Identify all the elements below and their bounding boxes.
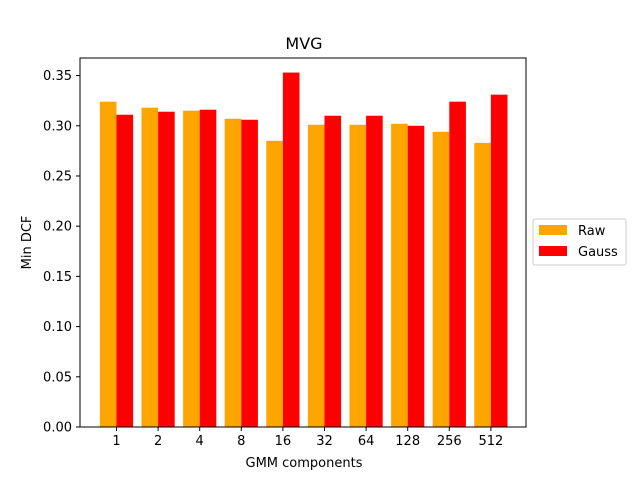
bar-gauss-4 xyxy=(199,109,217,428)
x-tick-label: 128 xyxy=(395,434,420,449)
bar-gauss-256 xyxy=(449,101,466,428)
plot-area: 1 2 4 8 16 32 64 128 256 512 0.00 0.05 0.10 0.15 0.20 0… xyxy=(43,69,508,449)
plot-frame xyxy=(79,57,527,428)
x-tick-label: 16 xyxy=(275,434,292,449)
x-tick-label: 256 xyxy=(437,434,462,449)
y-tick-label: 0.20 xyxy=(43,220,72,235)
bar-gauss-128 xyxy=(407,125,425,427)
y-axis-label: Min DCF xyxy=(20,216,35,270)
legend-swatch-gauss xyxy=(539,246,567,256)
bar-gauss-512 xyxy=(490,94,508,428)
y-tick-label: 0.30 xyxy=(43,119,72,134)
legend: Raw Gauss xyxy=(532,218,627,266)
legend-label-raw: Raw xyxy=(578,224,606,239)
bar-raw-4 xyxy=(183,110,200,428)
x-tick-label: 32 xyxy=(316,434,333,449)
chart-title: MVG xyxy=(285,34,322,53)
bar-raw-2 xyxy=(141,107,159,427)
x-tick-label: 64 xyxy=(358,434,375,449)
y-tick-label: 0.00 xyxy=(43,421,72,436)
x-tick-label: 4 xyxy=(196,434,204,449)
x-tick-label: 8 xyxy=(237,434,245,449)
y-tick-label: 0.35 xyxy=(43,69,72,84)
x-tick-label: 2 xyxy=(154,434,162,449)
bar-gauss-32 xyxy=(324,115,342,427)
bar-raw-512 xyxy=(474,142,491,427)
bar-raw-1 xyxy=(99,101,117,428)
bar-raw-16 xyxy=(266,140,283,427)
bar-gauss-2 xyxy=(158,111,175,427)
bar-gauss-8 xyxy=(241,119,258,427)
y-tick-label: 0.15 xyxy=(43,270,72,285)
y-tick-label: 0.25 xyxy=(43,169,72,184)
bar-gauss-16 xyxy=(282,72,300,427)
bar-gauss-64 xyxy=(366,115,383,427)
legend-swatch-raw xyxy=(539,225,567,235)
legend-label-gauss: Gauss xyxy=(578,245,618,260)
y-tick-label: 0.10 xyxy=(43,320,72,335)
bar-raw-256 xyxy=(432,131,450,428)
bar-raw-64 xyxy=(349,124,367,428)
x-tick-label: 1 xyxy=(112,434,120,449)
x-axis-label: GMM components xyxy=(246,456,363,471)
bar-raw-128 xyxy=(391,123,408,428)
bar-raw-32 xyxy=(307,124,325,428)
x-tick-label: 512 xyxy=(478,434,503,449)
bar-gauss-1 xyxy=(116,114,134,427)
y-tick-label: 0.05 xyxy=(43,370,72,385)
bar-raw-8 xyxy=(224,118,242,427)
